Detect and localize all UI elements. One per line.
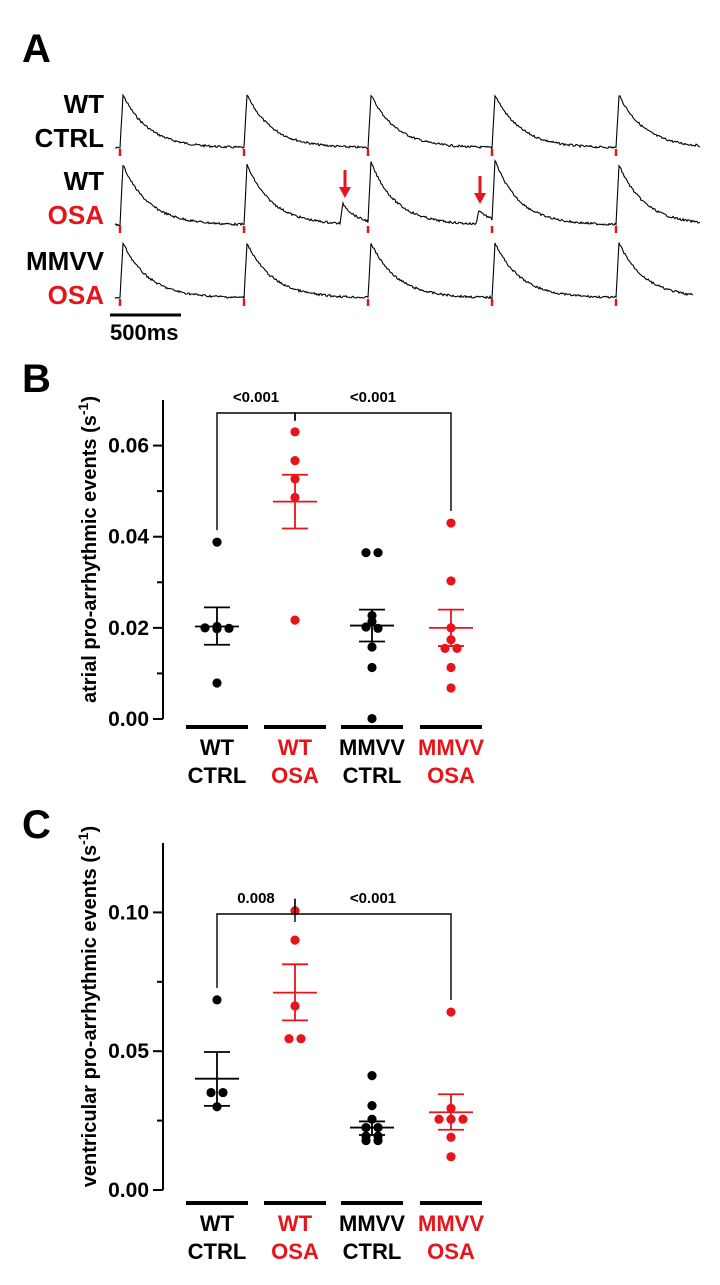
trace-2-line xyxy=(114,159,701,227)
data-point xyxy=(361,548,371,558)
significance-bracket xyxy=(294,898,452,1001)
data-point xyxy=(367,1071,377,1081)
data-point xyxy=(290,456,300,466)
data-point xyxy=(440,643,450,653)
panel-label-b: B xyxy=(22,357,51,401)
x-tick-label: CTRL xyxy=(188,1239,247,1264)
atrial-chart: 0.00 0.02 0.04 0.06 atrial pro-arrhythmic ev… xyxy=(75,389,484,788)
y-tick-label: 0.06 xyxy=(108,435,149,458)
x-tick-label: WT xyxy=(200,1211,235,1236)
p-value-label: <0.001 xyxy=(350,389,396,406)
significance-bracket xyxy=(216,898,296,988)
data-point xyxy=(224,623,234,633)
trace-1-line xyxy=(114,93,701,151)
significance-bracket xyxy=(294,412,452,512)
data-point xyxy=(290,615,300,625)
trace-label-mmvv-osa: MMVV OSA xyxy=(26,246,105,310)
trace-3-line2: OSA xyxy=(48,280,105,310)
data-point xyxy=(290,935,300,945)
trace-label-wt-osa: WT OSA xyxy=(48,166,105,230)
significance-bracket xyxy=(216,412,296,531)
trace-3-line xyxy=(114,241,694,300)
panel-label-a: A xyxy=(22,27,51,71)
arrhythmia-arrow-2 xyxy=(474,176,486,204)
trace-1-line2: CTRL xyxy=(35,123,104,153)
x-tick-label: OSA xyxy=(427,763,475,788)
data-point xyxy=(361,622,371,632)
y-tick-label: 0.10 xyxy=(108,901,149,924)
trace-label-wt-ctrl: WT CTRL xyxy=(35,89,104,153)
x-tick-label: WT xyxy=(278,735,313,760)
panel-label-c: C xyxy=(22,803,51,847)
data-point xyxy=(367,642,377,652)
trace-2-line1: WT xyxy=(64,166,105,196)
data-point xyxy=(458,1114,468,1124)
y-axis-label: ventricular pro-arrhythmic events (s-1) xyxy=(75,826,101,1187)
data-point xyxy=(367,713,377,724)
data-point xyxy=(212,678,222,688)
data-point xyxy=(296,1034,306,1044)
panel-c: C 0.00 0.05 0.10 ventricular pro-arrhythmic… xyxy=(22,803,484,1264)
p-value-label: 0.008 xyxy=(237,890,275,907)
y-tick-label: 0.05 xyxy=(108,1040,149,1063)
data-point xyxy=(367,662,377,673)
y-axis-label: atrial pro-arrhythmic events (s-1) xyxy=(75,396,101,703)
x-tick-label: CTRL xyxy=(343,763,402,788)
x-tick-label: CTRL xyxy=(343,1239,402,1264)
data-point xyxy=(212,537,222,547)
data-point xyxy=(446,662,456,673)
arrhythmia-arrow-1 xyxy=(339,170,351,198)
y-tick-label: 0.00 xyxy=(108,1179,149,1202)
data-point xyxy=(284,1034,294,1044)
data-point xyxy=(218,1087,228,1098)
data-point xyxy=(200,623,210,633)
data-point xyxy=(446,1007,456,1017)
x-tick-label: OSA xyxy=(427,1239,475,1264)
y-tick-label: 0.00 xyxy=(108,708,149,731)
x-tick-label: OSA xyxy=(271,1239,319,1264)
data-point xyxy=(290,427,300,437)
scale-bar-label: 500ms xyxy=(110,320,179,345)
data-point xyxy=(434,1114,444,1124)
x-tick-label: MMVV xyxy=(418,735,484,760)
x-tick-label: MMVV xyxy=(339,735,405,760)
data-point xyxy=(212,995,222,1005)
trace-1-line1: WT xyxy=(64,89,105,119)
ventricular-chart: 0.00 0.05 0.10 ventricular pro-arrhythmic e… xyxy=(75,826,484,1264)
panel-b: B 0.00 0.02 0.04 0.06 atrial pro-arrhythmic … xyxy=(22,357,484,788)
x-tick-label: WT xyxy=(200,735,235,760)
data-point xyxy=(446,1132,456,1142)
x-tick-label: MMVV xyxy=(339,1211,405,1236)
panel-a: A WT CTRL WT OSA MMVV OSA 500ms xyxy=(22,27,701,345)
data-point xyxy=(446,518,456,528)
x-tick-label: WT xyxy=(278,1211,313,1236)
x-tick-label: MMVV xyxy=(418,1211,484,1236)
data-point xyxy=(206,1087,216,1098)
p-value-label: <0.001 xyxy=(350,890,396,907)
data-point xyxy=(367,1101,377,1111)
data-point xyxy=(361,1135,371,1146)
y-tick-label: 0.02 xyxy=(108,617,149,640)
x-tick-label: CTRL xyxy=(188,763,247,788)
data-point xyxy=(373,548,383,558)
data-point xyxy=(373,1135,383,1146)
x-tick-label: OSA xyxy=(271,763,319,788)
data-point xyxy=(452,643,462,653)
trace-2-line2: OSA xyxy=(48,200,105,230)
y-tick-label: 0.04 xyxy=(108,526,149,549)
data-point xyxy=(446,576,456,586)
data-point xyxy=(446,683,456,693)
data-point xyxy=(446,1152,456,1162)
trace-3-line1: MMVV xyxy=(26,246,105,276)
calcium-traces xyxy=(114,93,701,306)
p-value-label: <0.001 xyxy=(233,389,279,406)
